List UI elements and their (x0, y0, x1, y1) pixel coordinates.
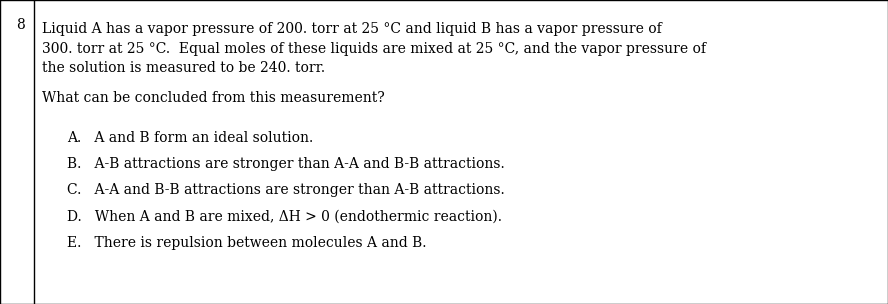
Text: 300. torr at 25 °C.  Equal moles of these liquids are mixed at 25 °C, and the va: 300. torr at 25 °C. Equal moles of these… (43, 42, 706, 56)
Text: Liquid A has a vapor pressure of 200. torr at 25 °C and liquid B has a vapor pre: Liquid A has a vapor pressure of 200. to… (43, 22, 662, 36)
Text: C.   A-A and B-B attractions are stronger than A-B attractions.: C. A-A and B-B attractions are stronger … (67, 183, 504, 198)
Text: the solution is measured to be 240. torr.: the solution is measured to be 240. torr… (43, 61, 325, 75)
Text: A.   A and B form an ideal solution.: A. A and B form an ideal solution. (67, 131, 313, 145)
Text: B.   A-B attractions are stronger than A-A and B-B attractions.: B. A-B attractions are stronger than A-A… (67, 157, 504, 171)
Text: 8: 8 (16, 18, 25, 32)
Text: D.   When A and B are mixed, ΔH > 0 (endothermic reaction).: D. When A and B are mixed, ΔH > 0 (endot… (67, 210, 502, 224)
Text: E.   There is repulsion between molecules A and B.: E. There is repulsion between molecules … (67, 236, 426, 250)
Text: What can be concluded from this measurement?: What can be concluded from this measurem… (43, 91, 385, 105)
